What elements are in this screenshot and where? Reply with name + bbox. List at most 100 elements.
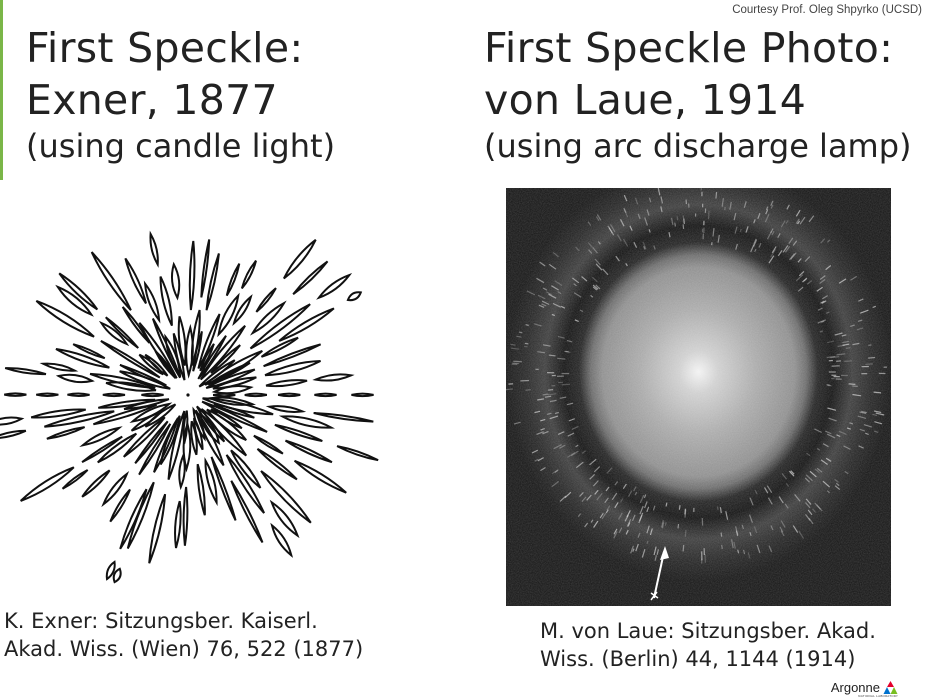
arrow-marker — [650, 546, 669, 601]
speckle-stroke — [105, 381, 157, 392]
speckle-stroke — [124, 257, 147, 304]
speckle-stroke — [182, 410, 189, 444]
speckle-stroke — [278, 307, 335, 342]
speckle-stroke — [188, 240, 196, 311]
speckle-stroke — [30, 408, 87, 419]
speckle-stroke — [225, 263, 241, 297]
speckle-stroke — [98, 320, 130, 347]
left-title-line-1: First Speckle: — [26, 24, 304, 72]
speckle-stroke — [274, 423, 323, 442]
speckle-stroke — [58, 272, 99, 311]
speckle-stroke — [269, 499, 300, 539]
speckle-stroke — [265, 405, 307, 413]
speckle-stroke — [123, 416, 166, 458]
speckle-stroke — [217, 292, 240, 338]
credit-text: Courtesy Prof. Oleg Shpyrko (UCSD) — [732, 4, 922, 16]
speckle-stroke — [105, 560, 116, 581]
speckle-stroke — [98, 398, 156, 409]
speckle-stroke — [313, 412, 374, 423]
speckle-stroke — [97, 432, 138, 464]
speckle-stroke — [144, 353, 169, 377]
speckle-stroke — [112, 567, 122, 584]
speckle-stroke — [212, 392, 236, 398]
laue-speckle-photo — [506, 188, 891, 606]
speckle-stroke — [144, 403, 177, 428]
speckle-stroke — [207, 361, 251, 386]
speckle-stroke — [0, 416, 25, 426]
speckle-stroke — [119, 363, 167, 387]
speckle-stroke — [177, 316, 187, 366]
speckle-stroke — [178, 452, 186, 491]
speckle-stroke — [205, 253, 220, 311]
speckle-stroke — [123, 398, 170, 411]
speckle-stroke — [138, 423, 172, 476]
speckle-stroke — [36, 392, 59, 397]
speckle-stroke — [138, 322, 178, 379]
speckle-stroke — [182, 486, 189, 546]
speckle-stroke — [312, 373, 355, 382]
speckle-stroke — [55, 373, 95, 384]
speckle-stroke — [198, 411, 221, 446]
speckle-stroke — [260, 470, 312, 524]
speckle-stroke — [0, 429, 27, 439]
speckle-stroke — [92, 403, 158, 426]
right-caption-line-1: M. von Laue: Sitzungsber. Akad. — [540, 619, 876, 643]
speckle-stroke — [336, 445, 379, 462]
speckle-stroke — [230, 480, 264, 544]
speckle-stroke — [230, 449, 262, 489]
speckle-stroke — [270, 522, 293, 558]
logo-tagline: NATIONAL LABORATORY — [858, 694, 898, 698]
exner-speckle-drawing — [0, 230, 379, 584]
right-caption-line-2: Wiss. (Berlin) 44, 1144 (1914) — [540, 647, 856, 671]
speckle-stroke — [172, 333, 186, 381]
speckle-stroke — [190, 420, 198, 456]
speckle-stroke — [293, 459, 347, 494]
speckle-stroke — [35, 299, 95, 338]
speckle-stroke — [283, 239, 317, 280]
speckle-stroke — [55, 284, 94, 317]
speckle-stroke — [210, 456, 237, 521]
speckle-stroke — [109, 488, 131, 523]
left-caption: K. Exner: Sitzungsber. Kaiserl. Akad. Wi… — [4, 607, 363, 663]
left-title: First Speckle: Exner, 1877 — [26, 22, 304, 126]
speckle-stroke — [260, 336, 299, 358]
speckle-stroke — [206, 396, 257, 406]
speckle-stroke — [225, 454, 266, 514]
speckle-stroke — [232, 294, 253, 326]
left-title-line-2: Exner, 1877 — [26, 76, 278, 124]
speckle-stroke — [67, 392, 90, 398]
left-caption-line-2: Akad. Wiss. (Wien) 76, 522 (1877) — [4, 637, 364, 661]
right-title-line-1: First Speckle Photo: — [484, 24, 894, 72]
speckle-stroke — [39, 362, 79, 372]
speckle-stroke — [4, 367, 47, 376]
left-subtitle: (using candle light) — [26, 127, 336, 165]
speckle-stroke — [143, 280, 161, 324]
speckle-stroke — [129, 402, 173, 423]
speckle-stroke — [249, 303, 311, 350]
speckle-stroke — [211, 385, 254, 395]
speckle-stroke — [199, 343, 215, 372]
speckle-stroke — [81, 435, 123, 463]
speckle-stroke — [4, 392, 27, 397]
speckle-stroke — [199, 324, 246, 381]
speckle-stroke — [292, 260, 329, 296]
speckle-stroke — [263, 343, 322, 368]
speckle-stroke — [196, 463, 206, 516]
speckle-stroke — [61, 469, 89, 490]
argonne-logo: Argonne NATIONAL LABORATORY — [831, 680, 898, 698]
speckle-stroke — [201, 400, 268, 433]
speckle-stroke — [250, 300, 287, 336]
speckle-stroke — [316, 273, 353, 300]
speckle-stroke — [346, 291, 363, 302]
right-title: First Speckle Photo: von Laue, 1914 — [484, 22, 893, 126]
speckle-stroke — [149, 230, 159, 268]
speckle-stroke — [204, 349, 263, 386]
argonne-triangle-icon — [883, 681, 898, 694]
speckle-stroke — [256, 448, 298, 481]
speckle-stroke — [170, 261, 181, 301]
speckle-stroke — [255, 287, 277, 313]
speckle-stroke — [46, 426, 86, 440]
speckle-stroke — [213, 402, 255, 419]
speckle-stroke — [90, 251, 132, 311]
speckle-stroke — [159, 276, 173, 327]
